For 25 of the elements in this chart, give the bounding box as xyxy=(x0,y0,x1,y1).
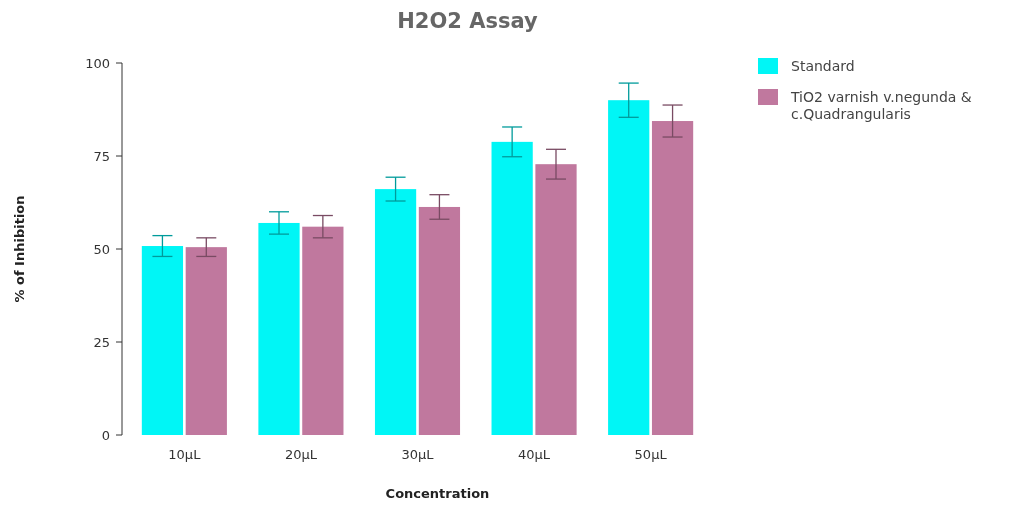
x-tick-label: 50µL xyxy=(634,447,668,462)
x-axis-title: Concentration xyxy=(385,486,490,501)
y-tick-label: 50 xyxy=(93,241,110,257)
bar xyxy=(374,189,417,435)
y-tick-label: 0 xyxy=(101,427,110,443)
bar xyxy=(258,222,300,435)
bar xyxy=(491,141,533,435)
legend-label: TiO2 varnish v.negunda & c.Quadrangularis xyxy=(790,89,972,122)
y-axis-title: % of Inhibition xyxy=(12,195,27,303)
y-tick-label: 75 xyxy=(93,148,110,164)
bar xyxy=(535,164,577,435)
bar xyxy=(141,246,184,435)
y-tick-label: 25 xyxy=(93,334,110,350)
x-tick-label: 20µL xyxy=(284,447,318,462)
x-tick-label: 10µL xyxy=(168,447,202,462)
bar xyxy=(185,247,227,435)
bar xyxy=(302,226,344,435)
legend-label: Standard xyxy=(791,58,855,74)
bar xyxy=(418,206,461,435)
y-tick-label: 100 xyxy=(85,55,110,71)
x-tick-label: 40µL xyxy=(518,447,551,462)
x-tick-label: 30µL xyxy=(401,447,435,462)
chart-title: H2O2 Assay xyxy=(397,9,539,33)
bar xyxy=(651,121,694,435)
bar xyxy=(608,100,650,435)
